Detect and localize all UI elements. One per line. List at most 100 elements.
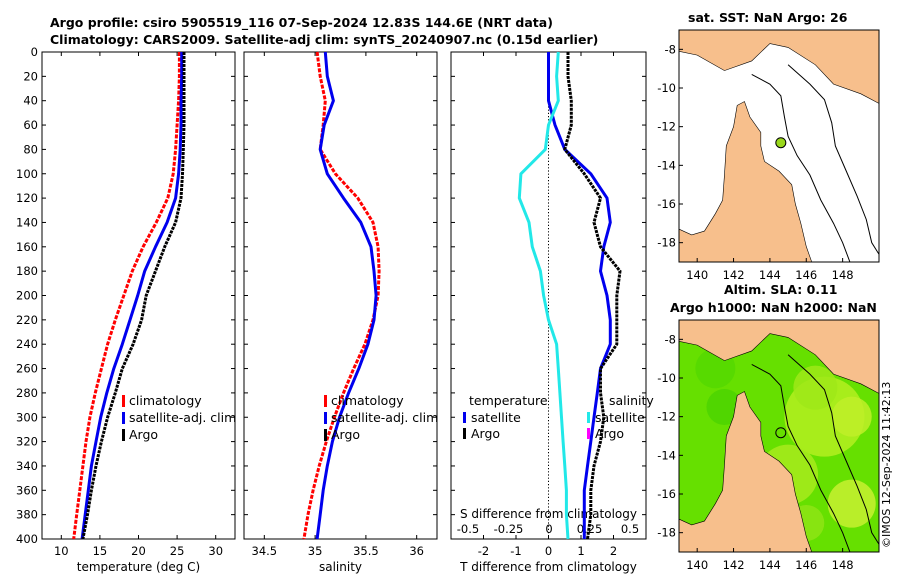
- map-content: [679, 320, 879, 552]
- legend-swatch: [324, 429, 327, 441]
- legend-label: Argo: [331, 427, 360, 442]
- map-ytick-label: -8: [665, 332, 676, 346]
- salinity-series-climatology: [302, 51, 381, 540]
- new-guinea-land: [679, 30, 879, 104]
- difference-panel: -2 -1 0 1 2 T difference from climatology S di…: [450, 51, 654, 574]
- legend-label: salinity: [609, 393, 654, 408]
- temperature-xtick-label: 15: [93, 544, 108, 558]
- map-ytick-label: -12: [657, 410, 676, 424]
- map1-title: sat. SST: NaN Argo: 26: [688, 10, 848, 25]
- difference-series-t-satellite: [547, 52, 612, 539]
- depth-contour-shelf: [751, 74, 851, 262]
- legend-swatch: [587, 412, 590, 423]
- depth-tick-label: 280: [16, 386, 38, 400]
- salinity-diff-tick-label: -0.25: [494, 522, 524, 536]
- salinity-xtick-label: 35.5: [353, 544, 379, 558]
- map-xtick-label: 146: [795, 268, 817, 282]
- legend-label: Argo: [129, 427, 158, 442]
- depth-contour-shelf: [751, 364, 851, 552]
- depth-tick-label: 140: [16, 215, 38, 229]
- map-ytick-label: -8: [665, 42, 676, 56]
- difference-xlabel: T difference from climatology: [459, 560, 637, 574]
- depth-tick-label: 360: [16, 483, 38, 497]
- depth-tick-label: 240: [16, 337, 38, 351]
- salinity-series-satellite-adj-clim: [315, 51, 378, 540]
- map-xtick-label: 148: [832, 558, 854, 572]
- depth-tick-label: 20: [23, 69, 38, 83]
- depth-tick-label: 200: [16, 289, 38, 303]
- legend-swatch: [122, 429, 125, 441]
- salinity-xlabel: salinity: [319, 560, 362, 574]
- temperature-xtick-label: 10: [54, 544, 69, 558]
- legend-label: satellite-adj. clim: [129, 410, 236, 425]
- legend-label: climatology: [129, 393, 202, 408]
- map-ytick-label: -14: [657, 158, 676, 172]
- salinity-axes-box: [243, 51, 438, 540]
- sla-map: 140 142 144 146 148 -8 -10 -12 -14 -16 -18: [657, 319, 880, 572]
- map-ytick-label: -16: [657, 197, 676, 211]
- temperature-panel: 0 20 40 60 80 100 120 140 160 180 200 220 240 260 280 3…: [16, 45, 236, 574]
- legend-label: Argo: [595, 426, 624, 441]
- legend-swatch: [122, 412, 125, 424]
- map-xtick-label: 140: [686, 558, 708, 572]
- depth-tick-label: 400: [16, 532, 38, 546]
- difference-xtick-label: 1: [577, 544, 584, 558]
- difference-xtick-label: 2: [610, 544, 617, 558]
- map-xtick-label: 142: [723, 268, 745, 282]
- depth-tick-label: 180: [16, 264, 38, 278]
- argo-float-marker: [775, 137, 787, 149]
- legend-swatch: [587, 428, 590, 439]
- depth-tick-label: 220: [16, 313, 38, 327]
- legend-swatch: [463, 412, 466, 423]
- temperature-xlabel: temperature (deg C): [77, 560, 200, 574]
- legend-label: Argo: [471, 426, 500, 441]
- map2-title-line2: Argo h1000: NaN h2000: NaN: [670, 300, 877, 315]
- salinity-xtick-label: 34.5: [252, 544, 278, 558]
- argo-float-marker: [775, 427, 787, 439]
- sla-anomaly: [793, 365, 838, 410]
- map-xtick-label: 144: [759, 558, 781, 572]
- temperature-series-climatology: [72, 52, 181, 540]
- sst-map: 140 142 144 146 148 -8 -10 -12 -14 -16 -18: [657, 29, 880, 282]
- temperature-series-satellite-adj-clim: [80, 52, 184, 540]
- depth-tick-label: 60: [23, 118, 38, 132]
- map-content: [679, 30, 879, 262]
- depth-tick-label: 0: [31, 45, 38, 59]
- legend-swatch: [324, 412, 327, 424]
- map-xtick-label: 140: [686, 268, 708, 282]
- salinity-diff-axis-label: S difference from climatology: [460, 507, 637, 521]
- map-xtick-label: 142: [723, 558, 745, 572]
- map-xtick-label: 148: [832, 268, 854, 282]
- map-ytick-label: -12: [657, 120, 676, 134]
- sst-map-frame: [678, 29, 880, 263]
- legend-swatch: [463, 428, 466, 439]
- depth-tick-label: 300: [16, 410, 38, 424]
- map-xtick-label: 146: [795, 558, 817, 572]
- depth-tick-label: 320: [16, 435, 38, 449]
- map-xtick-label: 144: [759, 268, 781, 282]
- cape-york-land: [679, 391, 813, 552]
- depth-tick-label: 380: [16, 508, 38, 522]
- difference-series-s-satellite: [517, 51, 570, 540]
- depth-contour-deep: [787, 354, 879, 545]
- depth-tick-label: 100: [16, 167, 38, 181]
- difference-xtick-label: -1: [510, 544, 521, 558]
- salinity-diff-tick-label: 0.5: [621, 522, 639, 536]
- salinity-xtick-label: 36: [409, 544, 424, 558]
- depth-tick-label: 120: [16, 191, 38, 205]
- sla-anomaly: [827, 479, 876, 528]
- depth-tick-label: 260: [16, 362, 38, 376]
- sla-anomaly: [831, 396, 872, 437]
- legend-swatch: [122, 395, 125, 407]
- map-ytick-label: -10: [657, 371, 676, 385]
- difference-series-t-argo: [563, 52, 622, 540]
- main-title-line1: Argo profile: csiro 5905519_116 07-Sep-2…: [50, 15, 553, 30]
- map-ytick-label: -14: [657, 448, 676, 462]
- depth-tick-label: 340: [16, 459, 38, 473]
- sla-map-frame: [678, 319, 880, 553]
- salinity-diff-tick-label: 0: [545, 522, 552, 536]
- depth-tick-label: 160: [16, 240, 38, 254]
- legend-label: satellite: [471, 410, 521, 425]
